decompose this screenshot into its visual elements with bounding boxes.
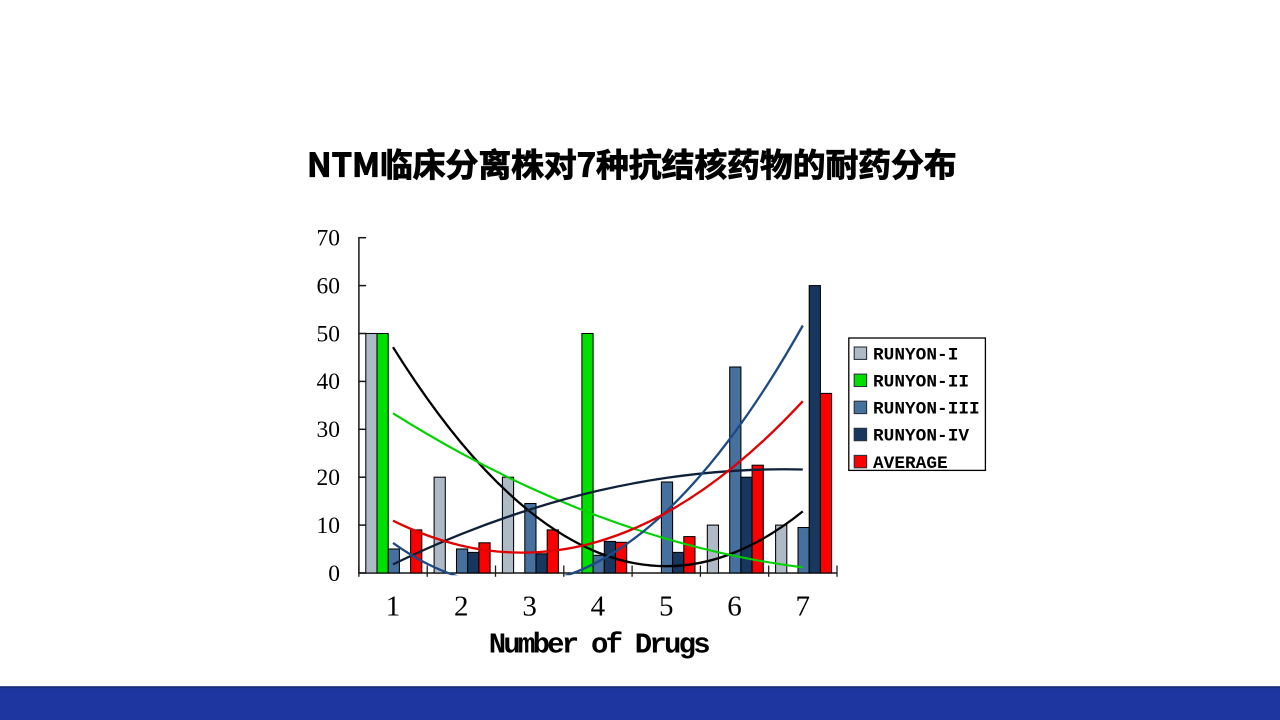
svg-text:20: 20	[317, 465, 341, 491]
svg-text:RUNYON-I: RUNYON-I	[873, 345, 958, 365]
svg-text:7: 7	[796, 591, 811, 623]
svg-text:RUNYON-II: RUNYON-II	[873, 373, 969, 393]
svg-text:10: 10	[317, 513, 341, 539]
svg-text:6: 6	[727, 591, 742, 623]
svg-text:5: 5	[659, 591, 674, 623]
svg-text:RUNYON-III: RUNYON-III	[873, 400, 980, 420]
svg-text:50: 50	[317, 321, 341, 347]
svg-text:2: 2	[454, 591, 469, 623]
svg-text:60: 60	[317, 273, 341, 299]
svg-text:4: 4	[591, 591, 606, 623]
svg-text:40: 40	[317, 369, 341, 395]
svg-text:1: 1	[386, 591, 401, 623]
svg-text:0: 0	[328, 561, 340, 587]
svg-text:Number of Drugs: Number of Drugs	[489, 629, 709, 662]
svg-text:AVERAGE: AVERAGE	[873, 454, 948, 474]
svg-text:3: 3	[522, 591, 537, 623]
svg-text:70: 70	[317, 226, 341, 252]
svg-text:30: 30	[317, 417, 341, 443]
svg-text:RUNYON-IV: RUNYON-IV	[873, 427, 969, 447]
